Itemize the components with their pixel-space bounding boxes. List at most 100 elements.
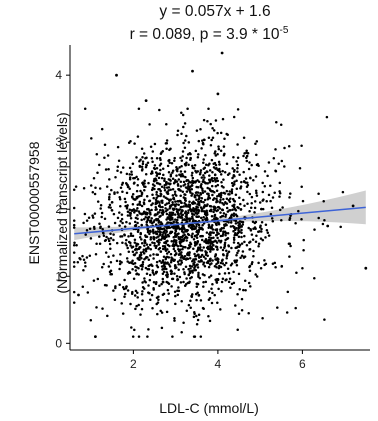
data-point [313, 276, 316, 280]
data-point [180, 216, 184, 220]
data-point [255, 234, 258, 237]
data-point [155, 232, 158, 235]
data-point [257, 242, 261, 245]
data-point [225, 249, 228, 252]
data-point [207, 236, 211, 239]
data-point [167, 250, 171, 254]
data-point [221, 253, 225, 256]
data-point [224, 213, 228, 216]
data-point [144, 234, 147, 237]
data-point [140, 194, 143, 197]
data-point [127, 185, 130, 189]
data-point [72, 244, 76, 247]
data-point [191, 293, 194, 296]
data-point [207, 265, 211, 269]
data-point [72, 226, 76, 229]
data-point [107, 225, 111, 228]
data-point [148, 232, 151, 236]
data-point [140, 169, 144, 172]
data-point [294, 306, 297, 310]
data-point [155, 167, 159, 170]
data-point [141, 281, 144, 284]
data-point [99, 203, 103, 207]
data-point [231, 176, 234, 180]
data-point [165, 235, 168, 239]
data-point [208, 233, 211, 236]
data-point [153, 219, 156, 222]
data-point [147, 207, 150, 211]
data-point [133, 220, 137, 224]
data-point [144, 280, 147, 284]
data-point [225, 256, 228, 260]
data-point [206, 213, 209, 216]
data-point [217, 266, 221, 270]
data-point [195, 285, 199, 288]
data-point [317, 192, 320, 195]
data-point [173, 290, 177, 294]
data-point [82, 221, 85, 225]
data-point [119, 235, 122, 238]
data-point [140, 242, 144, 245]
data-point [169, 179, 172, 182]
data-point [179, 185, 183, 188]
data-point [211, 259, 214, 262]
data-point [232, 205, 236, 209]
data-point [163, 267, 166, 271]
data-point [166, 288, 170, 292]
data-point [187, 209, 190, 212]
data-point [238, 230, 241, 234]
data-point [199, 169, 203, 172]
data-point [105, 235, 108, 239]
data-point [220, 208, 224, 212]
data-point [103, 156, 106, 159]
data-point [162, 270, 166, 273]
data-point [135, 304, 138, 308]
data-point [157, 200, 160, 203]
data-point [149, 238, 152, 241]
data-point [163, 263, 166, 266]
data-point [128, 173, 131, 176]
data-point [139, 264, 142, 268]
data-point [245, 244, 249, 247]
data-point [180, 230, 184, 233]
data-point [236, 108, 240, 111]
data-point [249, 206, 253, 210]
data-point [124, 200, 127, 204]
data-point [128, 187, 131, 191]
data-point [118, 224, 121, 227]
data-point [228, 172, 231, 175]
data-point [202, 209, 206, 213]
data-point [200, 238, 204, 242]
data-point [255, 194, 259, 197]
data-point [174, 178, 177, 182]
data-point [184, 199, 187, 202]
data-point [140, 224, 143, 227]
data-point [163, 177, 166, 181]
data-point [176, 169, 179, 173]
data-point [85, 219, 89, 222]
data-point [169, 173, 173, 176]
data-point [300, 218, 303, 221]
data-point-outlier [326, 224, 330, 228]
data-point [223, 244, 227, 248]
data-point [125, 244, 129, 247]
data-point [202, 246, 205, 249]
data-point [126, 210, 130, 213]
data-point [155, 193, 158, 196]
data-point [120, 217, 124, 221]
data-point [244, 177, 248, 180]
data-point [176, 293, 180, 297]
data-point [216, 301, 219, 304]
data-point [149, 172, 153, 175]
data-point [252, 179, 255, 182]
data-point [162, 255, 166, 258]
data-point [214, 216, 218, 220]
data-point [171, 188, 175, 191]
data-point [159, 194, 162, 198]
data-point [193, 312, 196, 316]
data-point [283, 165, 286, 168]
data-point [232, 281, 236, 285]
data-point [138, 202, 141, 206]
data-point [189, 306, 192, 310]
